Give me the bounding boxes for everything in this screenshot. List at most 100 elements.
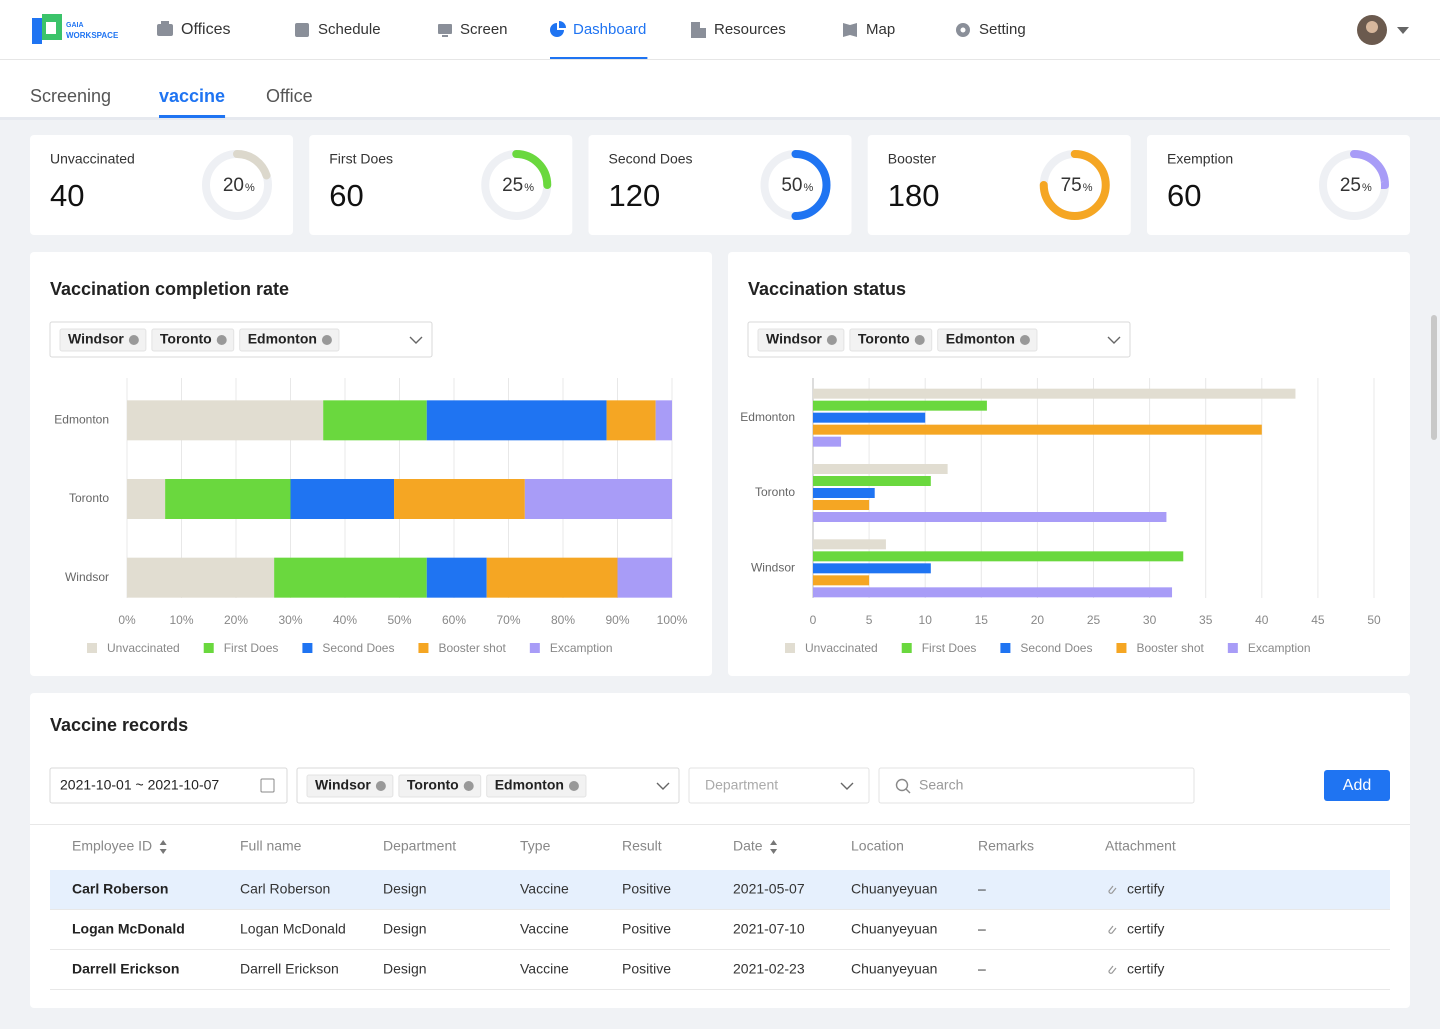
scrollbar [1431,315,1437,440]
tag-remove[interactable] [375,781,386,791]
y-tick-label: Windsor [65,570,109,584]
tab[interactable]: Office [266,86,313,106]
department-select[interactable] [688,767,870,804]
bar [813,400,987,411]
user-menu-caret[interactable] [1397,27,1409,34]
legend-swatch [302,643,313,653]
stat-value: 60 [329,178,363,213]
nav-item[interactable]: Map [866,21,895,38]
nav-item[interactable]: Screen [460,21,508,38]
logo-text: WORKSPACE [66,31,119,40]
bar [813,563,931,574]
cell: Chuanyeyuan [851,881,937,897]
tag [151,328,235,352]
donut-arc [1039,150,1110,220]
tag-label: Windsor [315,777,371,793]
search-input[interactable] [878,767,1195,804]
bar [813,587,1173,598]
bar [813,488,875,498]
stat-label: Booster [888,151,937,167]
tag-remove[interactable] [914,335,925,345]
x-tick-label: 70% [496,613,520,627]
cell: Positive [622,961,671,977]
column-header: Type [520,838,551,854]
stat-card [867,135,1131,235]
cell: Vaccine [520,881,569,897]
tag [59,328,147,352]
cell: Positive [622,881,671,897]
donut-percent-unit: % [245,182,255,194]
logo-mark [32,14,62,44]
bar [813,476,931,486]
panel-title: Vaccine records [50,715,188,735]
bar-segment [127,557,275,598]
tab[interactable]: Screening [30,86,111,106]
legend-swatch [87,643,97,653]
tag-remove[interactable] [568,781,579,791]
x-tick-label: 50% [387,613,411,627]
x-tick-label: 45 [1311,613,1325,627]
legend-label: Second Does [1020,641,1092,655]
tag-remove[interactable] [463,781,474,791]
tag-label: Edmonton [495,777,564,793]
cell[interactable]: certify [1127,881,1164,897]
bar [813,424,1262,435]
x-tick-label: 90% [605,613,629,627]
stat-label: Exemption [1167,151,1233,167]
tag-remove[interactable] [128,335,139,345]
x-tick-label: 100% [657,613,688,627]
cell[interactable]: certify [1127,961,1164,977]
attachment-icon [1108,965,1117,974]
cell: Chuanyeyuan [851,921,937,937]
bar-segment [617,557,672,598]
tab-bar-shadow [0,117,1440,120]
nav-item[interactable]: Resources [714,21,786,38]
tag [937,328,1038,352]
search-placeholder: Search [919,777,963,793]
cell[interactable]: certify [1127,921,1164,937]
bar-segment [274,557,427,598]
cell: Design [383,961,427,977]
nav-item[interactable]: Setting [979,21,1026,38]
top-bar [0,0,1440,59]
bar-segment [394,479,525,519]
tab-bar [0,60,1440,117]
tag-remove[interactable] [1019,335,1030,345]
select-chevron [1107,336,1121,344]
legend-label: Booster shot [438,641,506,655]
x-tick-label: 20% [224,613,248,627]
legend-label: First Does [224,641,279,655]
cell: Carl Roberson [240,881,330,897]
donut-arc [481,150,552,220]
bar [813,512,1167,522]
cell: Design [383,881,427,897]
stat-card [1147,135,1410,235]
tag-remove[interactable] [321,335,332,345]
tag-label: Windsor [68,331,124,347]
legend-label: Excamption [550,641,613,655]
tag-remove[interactable] [826,335,837,345]
select-chevron [409,336,423,344]
nav-item[interactable]: Dashboard [573,21,646,38]
column-header: Full name [240,838,302,854]
cell: Positive [622,921,671,937]
bar-segment [426,557,487,598]
sort-icon[interactable] [159,840,167,854]
sort-icon[interactable] [770,840,778,854]
tab[interactable]: vaccine [159,86,225,106]
x-tick-label: 60% [442,613,466,627]
nav-item[interactable]: Schedule [318,21,381,38]
stat-card [588,135,852,235]
column-header: Date [733,838,763,854]
x-tick-label: 10% [169,613,193,627]
bar-segment [486,557,618,598]
cell: 2021-02-23 [733,961,805,977]
tag-remove[interactable] [216,335,227,345]
date-range-input[interactable] [49,767,288,804]
nav-item[interactable]: Offices [181,21,231,38]
add-button[interactable] [1324,770,1390,801]
x-tick-label: 10 [919,613,933,627]
nav-active-underline [550,57,648,59]
logo-text: GAIA [66,22,84,29]
